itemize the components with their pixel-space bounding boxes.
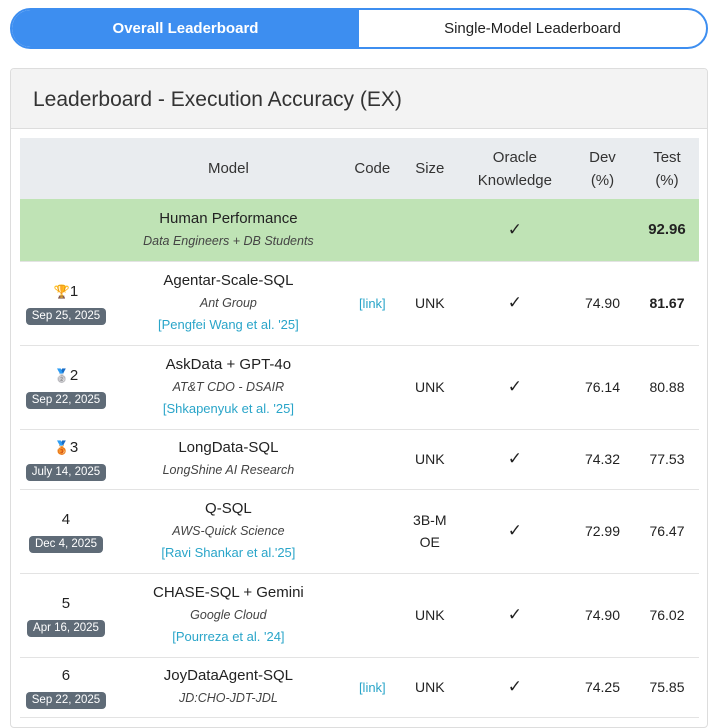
dev-score: 74.90 bbox=[569, 573, 635, 658]
dev-score: 76.14 bbox=[569, 345, 635, 430]
model-size: UNK bbox=[399, 345, 460, 430]
table-row: 🥈2 Sep 22, 2025 AskData + GPT-4o AT&T CD… bbox=[20, 345, 699, 430]
test-score: 80.88 bbox=[634, 345, 699, 430]
date-badge: Sep 22, 2025 bbox=[25, 692, 107, 709]
model-org: Google Cloud bbox=[190, 608, 267, 622]
model-name: Q-SQL bbox=[205, 500, 252, 517]
model-size: UNK bbox=[399, 429, 460, 490]
header-rank bbox=[20, 138, 112, 199]
date-badge: Apr 16, 2025 bbox=[27, 620, 105, 637]
table-row: 🏆1 Sep 25, 2025 Agentar-Scale-SQL Ant Gr… bbox=[20, 261, 699, 346]
date-badge: Sep 25, 2025 bbox=[25, 308, 107, 325]
dev-score: 72.99 bbox=[569, 489, 635, 574]
model-org: AT&T CDO - DSAIR bbox=[172, 380, 285, 394]
rank-number: 2 bbox=[69, 367, 79, 384]
model-name: CHASE-SQL + Gemini bbox=[153, 584, 304, 601]
dev-score: 74.90 bbox=[569, 261, 635, 346]
oracle-check-icon: ✓ bbox=[459, 429, 570, 490]
model-size: UNK bbox=[399, 657, 460, 718]
test-score: 81.67 bbox=[634, 261, 699, 346]
medal-icon: 🥉 bbox=[53, 440, 70, 455]
oracle-check-icon: ✓ bbox=[459, 345, 570, 430]
header-size: Size bbox=[399, 138, 460, 199]
medal-icon: 🏆 bbox=[53, 284, 70, 299]
table-row: 5 Apr 16, 2025 CHASE-SQL + Gemini Google… bbox=[20, 573, 699, 658]
rank-number: 3 bbox=[69, 439, 79, 456]
date-badge: Dec 4, 2025 bbox=[28, 536, 103, 553]
oracle-check-icon: ✓ bbox=[459, 199, 570, 262]
header-code: Code bbox=[344, 138, 400, 199]
model-org: Data Engineers + DB Students bbox=[143, 233, 314, 248]
header-dev: Dev (%) bbox=[569, 138, 635, 199]
date-badge: July 14, 2025 bbox=[25, 464, 107, 481]
medal-icon: 🥈 bbox=[53, 368, 70, 383]
test-score: 75.85 bbox=[634, 657, 699, 718]
card-title: Leaderboard - Execution Accuracy (EX) bbox=[11, 69, 707, 129]
test-score: 77.53 bbox=[634, 429, 699, 490]
rank-number: 6 bbox=[61, 667, 71, 684]
leaderboard-card: Leaderboard - Execution Accuracy (EX) Mo… bbox=[10, 68, 708, 728]
model-size: UNK bbox=[399, 573, 460, 658]
paper-citation-link[interactable]: [Ravi Shankar et al.'25] bbox=[161, 545, 296, 560]
model-size: UNK bbox=[399, 261, 460, 346]
oracle-check-icon: ✓ bbox=[459, 573, 570, 658]
oracle-check-icon: ✓ bbox=[459, 657, 570, 718]
model-size: 3B-MOE bbox=[399, 489, 460, 574]
test-score: 92.96 bbox=[634, 199, 699, 262]
model-org: LongShine AI Research bbox=[162, 463, 295, 477]
oracle-check-icon: ✓ bbox=[459, 261, 570, 346]
code-link[interactable]: [link] bbox=[358, 679, 386, 695]
model-org: AWS-Quick Science bbox=[172, 524, 285, 538]
header-oracle: Oracle Knowledge bbox=[459, 138, 570, 199]
model-org: Ant Group bbox=[199, 296, 257, 310]
model-name: LongData-SQL bbox=[178, 439, 279, 456]
tab-single-model-leaderboard[interactable]: Single-Model Leaderboard bbox=[444, 20, 621, 37]
model-org: JD:CHO-JDT-JDL bbox=[178, 691, 278, 705]
dev-score: 74.32 bbox=[569, 429, 635, 490]
oracle-check-icon: ✓ bbox=[459, 489, 570, 574]
model-name: JoyDataAgent-SQL bbox=[163, 667, 294, 684]
model-name: Human Performance bbox=[159, 209, 298, 227]
rank-number: 1 bbox=[69, 283, 79, 300]
rank-number: 5 bbox=[61, 595, 71, 612]
dev-score: 74.25 bbox=[569, 657, 635, 718]
leaderboard-table: Model Code Size Oracle Knowledge Dev (%)… bbox=[20, 138, 699, 718]
test-score: 76.47 bbox=[634, 489, 699, 574]
table-row: 6 Sep 22, 2025 JoyDataAgent-SQL JD:CHO-J… bbox=[20, 657, 699, 718]
rank-number: 4 bbox=[61, 511, 71, 528]
code-link[interactable]: [link] bbox=[358, 295, 386, 311]
date-badge: Sep 22, 2025 bbox=[25, 392, 107, 409]
tab-overall-leaderboard[interactable]: Overall Leaderboard bbox=[12, 10, 359, 47]
human-performance-row: Human Performance Data Engineers + DB Stu… bbox=[20, 199, 699, 262]
header-model: Model bbox=[111, 138, 345, 199]
paper-citation-link[interactable]: [Pourreza et al. '24] bbox=[172, 629, 285, 644]
model-name: Agentar-Scale-SQL bbox=[163, 272, 294, 289]
paper-citation-link[interactable]: [Shkapenyuk et al. '25] bbox=[162, 401, 294, 416]
model-name: AskData + GPT-4o bbox=[165, 356, 292, 373]
table-row: 🥉3 July 14, 2025 LongData-SQL LongShine … bbox=[20, 429, 699, 490]
paper-citation-link[interactable]: [Pengfei Wang et al. '25] bbox=[158, 317, 299, 332]
table-row: 4 Dec 4, 2025 Q-SQL AWS-Quick Science [R… bbox=[20, 489, 699, 574]
test-score: 76.02 bbox=[634, 573, 699, 658]
header-test: Test (%) bbox=[634, 138, 699, 199]
leaderboard-tabs: Overall Leaderboard Single-Model Leaderb… bbox=[10, 8, 708, 49]
